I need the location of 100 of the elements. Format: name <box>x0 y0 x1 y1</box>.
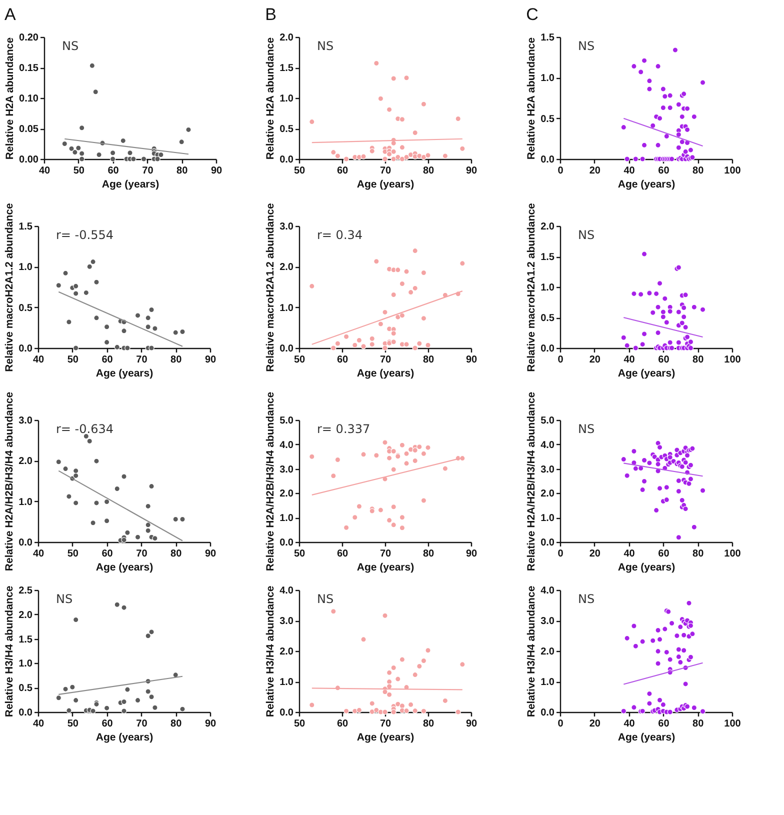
x-tick-label: 90 <box>204 354 216 366</box>
y-tick-label: 0.5 <box>18 683 33 694</box>
x-tick-label: 50 <box>67 354 79 366</box>
annotation: NS <box>317 592 334 606</box>
y-tick-label: 1.0 <box>18 262 33 274</box>
x-tick-label: 60 <box>658 354 670 366</box>
x-tick-label: 90 <box>466 166 478 176</box>
x-tick-label: 50 <box>73 166 85 176</box>
x-tick-label: 90 <box>204 718 216 730</box>
y-tick-label: 1.0 <box>18 658 33 670</box>
x-tick-label: 80 <box>176 166 188 176</box>
y-tick-label: 3.0 <box>280 616 294 627</box>
x-tick-label: 90 <box>210 166 222 176</box>
x-axis-title: Age (years) <box>96 368 154 380</box>
y-tick-label: 0.0 <box>540 538 555 548</box>
y-tick-label: 2.0 <box>280 262 294 274</box>
x-tick-label: 60 <box>102 718 114 730</box>
y-tick-label: 0.15 <box>19 63 39 74</box>
x-tick-label: 70 <box>136 354 148 366</box>
x-axis-title: Age (years) <box>356 178 414 190</box>
y-axis-title: Relative macroH2A1.2 abundance <box>264 203 277 372</box>
annotation: NS <box>578 228 595 242</box>
x-tick-label: 20 <box>589 166 601 176</box>
chart-title: C <box>526 5 538 24</box>
x-tick-label: 70 <box>136 548 148 560</box>
y-tick-label: 5.0 <box>280 416 294 426</box>
x-tick-label: 0 <box>558 166 564 176</box>
y-tick-label: 0.0 <box>540 344 555 354</box>
x-tick-label: 60 <box>102 548 114 560</box>
x-tick-label: 20 <box>589 548 601 560</box>
y-tick-label: 2.0 <box>540 646 555 658</box>
x-tick-label: 60 <box>658 718 670 730</box>
x-tick-label: 90 <box>466 548 478 560</box>
y-tick-label: 2.0 <box>280 646 294 658</box>
x-tick-label: 50 <box>294 718 306 730</box>
x-tick-label: 80 <box>422 718 434 730</box>
x-axis-title: Age (years) <box>618 178 676 190</box>
x-tick-label: 50 <box>294 548 306 560</box>
y-axis-title: Relative H2A/H2B/H3/H4 abundance <box>264 392 277 572</box>
x-tick-label: 100 <box>724 166 742 176</box>
y-tick-label: 1.0 <box>18 496 33 508</box>
x-tick-label: 70 <box>380 718 392 730</box>
x-axis-title: Age (years) <box>618 732 676 744</box>
x-axis-title: Age (years) <box>618 368 676 380</box>
y-axis-title: Relative H2A abundance <box>526 37 538 160</box>
y-tick-label: 2.0 <box>540 488 555 500</box>
y-axis-title: Relative H3/H4 abundance <box>4 586 16 718</box>
x-tick-label: 0 <box>558 354 564 366</box>
y-tick-label: 0.5 <box>540 114 555 125</box>
y-tick-label: 0.0 <box>280 708 294 718</box>
x-tick-label: 80 <box>170 548 182 560</box>
y-tick-label: 2.0 <box>540 222 555 232</box>
x-tick-label: 80 <box>170 718 182 730</box>
x-axis-title: Age (years) <box>96 732 154 744</box>
x-tick-label: 90 <box>204 548 216 560</box>
x-tick-label: 50 <box>294 354 306 366</box>
y-tick-label: 2.0 <box>18 610 33 621</box>
x-tick-label: 60 <box>108 166 120 176</box>
y-tick-label: 3.0 <box>280 464 294 476</box>
y-tick-label: 1.0 <box>280 94 294 104</box>
y-tick-label: 1.5 <box>540 32 555 44</box>
x-tick-label: 60 <box>658 166 670 176</box>
y-tick-label: 3.0 <box>280 222 294 232</box>
x-tick-label: 60 <box>336 548 348 560</box>
x-tick-label: 70 <box>380 354 392 366</box>
y-axis-title: Relative H2A/H2B/H3/H4 abundance <box>526 392 538 572</box>
x-tick-label: 60 <box>102 354 114 366</box>
y-tick-label: 4.0 <box>540 586 555 596</box>
x-tick-label: 40 <box>624 166 636 176</box>
annotation: r= -0.554 <box>56 228 114 242</box>
x-tick-label: 70 <box>142 166 154 176</box>
y-tick-label: 2.0 <box>280 488 294 500</box>
y-tick-label: 4.0 <box>280 586 294 596</box>
x-tick-label: 90 <box>466 718 478 730</box>
x-tick-label: 100 <box>724 718 742 730</box>
x-tick-label: 40 <box>38 166 50 176</box>
y-tick-label: 0.20 <box>19 32 39 44</box>
annotation: NS <box>56 592 73 606</box>
y-axis-title: Relative H3/H4 abundance <box>264 586 277 718</box>
y-tick-label: 1.5 <box>18 634 33 646</box>
x-tick-label: 80 <box>422 354 434 366</box>
x-tick-label: 40 <box>32 354 44 366</box>
y-tick-label: 1.5 <box>18 222 33 232</box>
x-axis-title: Age (years) <box>356 368 414 380</box>
y-axis-title: Relative H2A/H2B/H3/H4 abundance <box>4 392 16 572</box>
annotation: NS <box>578 422 595 436</box>
y-tick-label: 0.0 <box>280 538 294 548</box>
x-axis-title: Age (years) <box>356 732 414 744</box>
x-tick-label: 70 <box>380 166 392 176</box>
y-tick-label: 1.0 <box>280 677 294 688</box>
x-tick-label: 80 <box>692 166 704 176</box>
annotation: r= -0.634 <box>56 422 114 436</box>
annotation: NS <box>578 39 595 53</box>
x-tick-label: 60 <box>658 548 670 560</box>
x-tick-label: 20 <box>589 354 601 366</box>
y-tick-label: 1.0 <box>540 282 555 294</box>
x-tick-label: 20 <box>589 718 601 730</box>
x-tick-label: 70 <box>380 548 392 560</box>
x-tick-label: 80 <box>692 354 704 366</box>
x-tick-label: 40 <box>624 548 636 560</box>
